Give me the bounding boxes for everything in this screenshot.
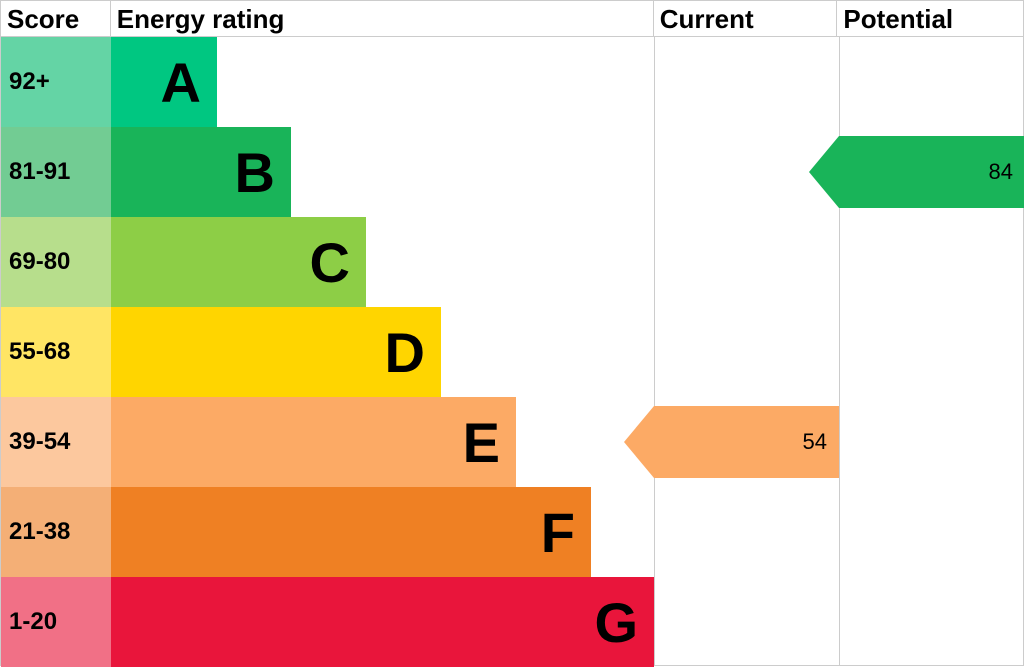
score-label: 1-20 — [1, 577, 111, 667]
header-rating: Energy rating — [111, 1, 653, 36]
rating-bar-e: E — [111, 397, 516, 487]
band-row-g: 1-20G — [1, 577, 1023, 667]
pointer-arrow-icon — [809, 136, 839, 208]
header-potential: Potential — [837, 1, 1023, 36]
header-current: Current — [653, 1, 838, 36]
chart-header: Score Energy rating Current Potential — [1, 1, 1023, 37]
band-row-e: 39-54E — [1, 397, 1023, 487]
divider-current-right — [839, 37, 840, 665]
pointer-arrow-icon — [624, 406, 654, 478]
header-score: Score — [1, 1, 111, 36]
score-label: 81-91 — [1, 127, 111, 217]
band-row-a: 92+A — [1, 37, 1023, 127]
rating-bar-a: A — [111, 37, 217, 127]
score-label: 21-38 — [1, 487, 111, 577]
divider-current-left — [654, 37, 655, 665]
rating-bar-f: F — [111, 487, 591, 577]
score-label: 69-80 — [1, 217, 111, 307]
band-row-d: 55-68D — [1, 307, 1023, 397]
score-label: 92+ — [1, 37, 111, 127]
rating-bar-b: B — [111, 127, 291, 217]
rating-bar-d: D — [111, 307, 441, 397]
current-value: 54 — [654, 406, 839, 478]
chart-rows: 92+A81-91B69-80C55-68D39-54E21-38F1-20G — [1, 37, 1023, 667]
rating-bar-g: G — [111, 577, 654, 667]
potential-value: 84 — [839, 136, 1024, 208]
score-label: 39-54 — [1, 397, 111, 487]
energy-rating-chart: Score Energy rating Current Potential 92… — [0, 0, 1024, 666]
band-row-c: 69-80C — [1, 217, 1023, 307]
rating-bar-c: C — [111, 217, 366, 307]
potential-pointer: 84 — [809, 136, 1024, 208]
band-row-f: 21-38F — [1, 487, 1023, 577]
score-label: 55-68 — [1, 307, 111, 397]
current-pointer: 54 — [624, 406, 839, 478]
